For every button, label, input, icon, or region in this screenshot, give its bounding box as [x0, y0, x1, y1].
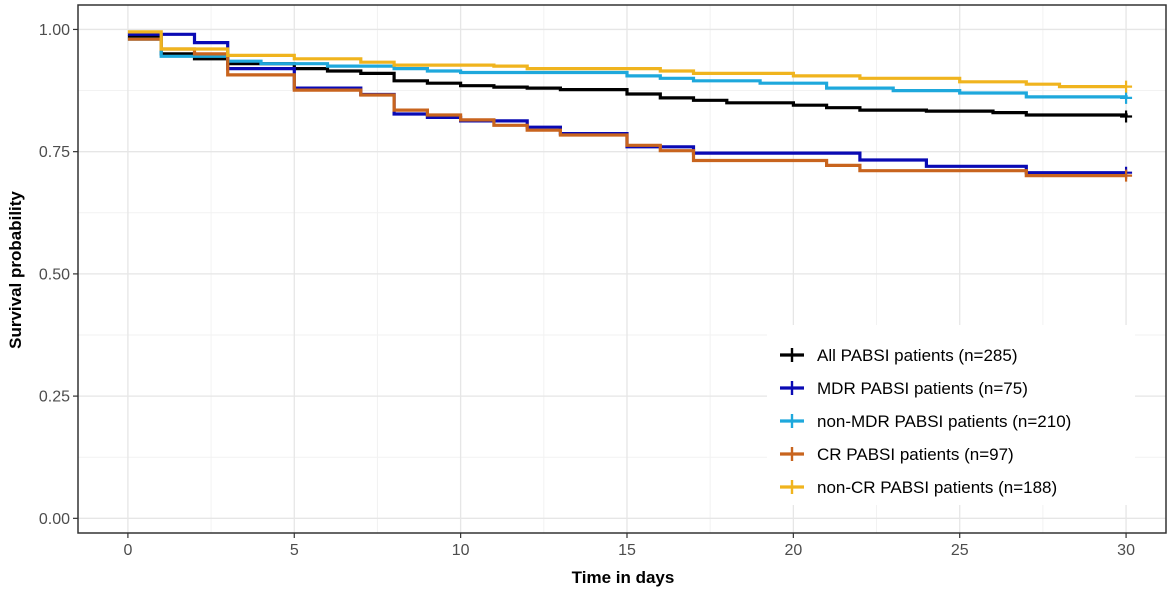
legend-label: non-MDR PABSI patients (n=210) [817, 412, 1071, 431]
legend-item: All PABSI patients (n=285) [780, 346, 1018, 365]
legend-item: MDR PABSI patients (n=75) [780, 379, 1028, 398]
legend-label: MDR PABSI patients (n=75) [817, 379, 1028, 398]
legend-label: CR PABSI patients (n=97) [817, 445, 1014, 464]
x-tick-label: 10 [452, 542, 470, 559]
series-line-4 [127, 37, 1127, 178]
censor-mark-5 [1120, 80, 1133, 93]
y-tick-label: 1.00 [39, 22, 70, 39]
censor-mark-1 [1120, 110, 1133, 123]
x-tick-label: 0 [123, 542, 132, 559]
x-axis: 0 5 10 15 20 25 30 [123, 533, 1135, 559]
x-tick-label: 5 [290, 542, 299, 559]
censor-mark-3 [1120, 91, 1133, 104]
legend-item: CR PABSI patients (n=97) [780, 445, 1014, 464]
legend-item: non-CR PABSI patients (n=188) [780, 478, 1057, 497]
legend: All PABSI patients (n=285) MDR PABSI pati… [767, 325, 1135, 505]
series-line-3 [127, 37, 1128, 99]
plot-border [77, 4, 1167, 534]
legend-item: non-MDR PABSI patients (n=210) [780, 412, 1071, 431]
x-tick-label: 30 [1117, 542, 1135, 559]
legend-label: All PABSI patients (n=285) [817, 346, 1018, 365]
series-line-2 [127, 32, 1127, 175]
series-layer [77, 4, 1167, 534]
x-axis-title: Time in days [572, 568, 675, 587]
series-line-5 [127, 30, 1127, 89]
y-tick-label: 0.75 [39, 144, 70, 161]
x-tick-label: 15 [618, 542, 636, 559]
y-tick-label: 0.50 [39, 266, 70, 283]
x-tick-label: 20 [784, 542, 802, 559]
legend-label: non-CR PABSI patients (n=188) [817, 478, 1057, 497]
x-tick-label: 25 [951, 542, 969, 559]
y-axis-title: Survival probability [6, 191, 25, 349]
censor-mark-4 [1120, 169, 1133, 182]
y-tick-label: 0.00 [39, 511, 70, 528]
y-tick-label: 0.25 [39, 389, 70, 406]
y-axis: 0.00 0.25 0.50 0.75 1.00 [39, 22, 78, 528]
legend-background [767, 325, 1135, 505]
